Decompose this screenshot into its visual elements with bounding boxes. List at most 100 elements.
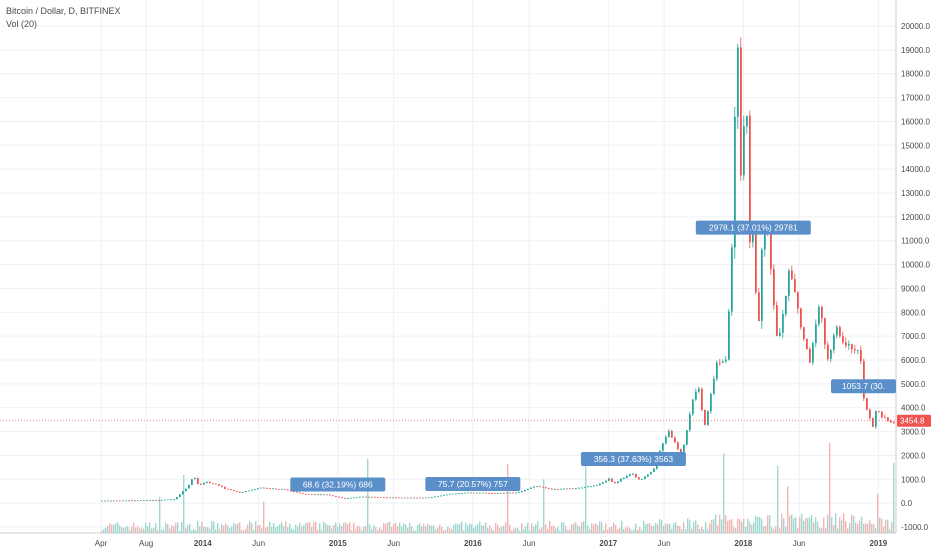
volume-bar [497, 524, 499, 533]
volume-bar [207, 527, 209, 533]
candle-body [464, 492, 466, 494]
volume-bar [259, 524, 261, 533]
candle-body [449, 493, 451, 495]
volume-bar [213, 521, 215, 533]
candle-body [491, 493, 493, 494]
volume-bar [219, 528, 221, 533]
volume-bar [467, 525, 469, 533]
candle-body [881, 411, 883, 418]
candle-body [671, 431, 673, 438]
candle-body [665, 436, 667, 444]
candle-body [434, 496, 436, 498]
volume-bar [483, 525, 485, 533]
candle-body [722, 361, 724, 363]
volume-bar [145, 523, 147, 533]
volume-bar [677, 525, 679, 533]
y-tick-label: 19000.0 [901, 46, 930, 55]
volume-bar [883, 526, 885, 533]
candle-body [731, 247, 733, 312]
candle-body [326, 494, 328, 496]
volume-bar [423, 523, 425, 533]
candle-body [188, 484, 190, 489]
volume-bar [503, 525, 505, 533]
measure-annotation-box[interactable] [425, 477, 521, 492]
volume-bar [413, 530, 415, 533]
volume-bar [839, 517, 841, 533]
symbol-title: Bitcoin / Dollar, D, BITFINEX [6, 6, 121, 16]
volume-bar [179, 530, 181, 533]
volume-bar [837, 528, 839, 533]
candle-body [692, 399, 694, 415]
candle-body [821, 306, 823, 319]
volume-bar [163, 529, 165, 533]
candle-body [719, 362, 721, 364]
volume-bar [421, 526, 423, 533]
volume-bar [873, 524, 875, 533]
volume-bar [269, 521, 271, 533]
volume-bar [551, 526, 553, 533]
volume-bar [101, 530, 103, 533]
volume-bar [331, 528, 333, 533]
volume-bar [697, 524, 699, 533]
candle-body [608, 478, 610, 481]
volume-bar [741, 521, 743, 533]
candle-body [590, 486, 592, 488]
candle-body [788, 270, 790, 296]
measure-annotation-box[interactable] [580, 452, 686, 467]
candle-body [212, 483, 214, 484]
y-tick-label: 0.0 [901, 499, 913, 508]
measure-annotation-box[interactable] [831, 379, 896, 394]
candle-body [284, 489, 286, 490]
candle-body [479, 492, 481, 494]
volume-bar [727, 520, 729, 533]
measure-annotation-box[interactable] [695, 220, 811, 235]
volume-bar [673, 523, 675, 533]
volume-bar [287, 527, 289, 533]
candle-body [572, 488, 574, 490]
candle-body [884, 417, 886, 418]
volume-bar [521, 523, 523, 533]
volume-bar [663, 525, 665, 533]
volume-bar [545, 524, 547, 533]
volume-bar [253, 530, 255, 533]
measure-annotation-label: 68.6 (32.19%) 686 [303, 480, 373, 490]
candle-body [635, 473, 637, 478]
candle-body [548, 488, 550, 489]
volume-bar [575, 522, 577, 533]
volume-bar [271, 526, 273, 533]
candle-body [866, 398, 868, 410]
candle-body [500, 492, 502, 494]
volume-bar [465, 522, 467, 533]
volume-bar [675, 522, 677, 533]
volume-bar [301, 526, 303, 533]
volume-indicator-label: Vol (20) [6, 19, 38, 29]
volume-bar [705, 521, 707, 533]
volume-bar [771, 527, 773, 533]
candle-body [443, 494, 445, 496]
candle-body [641, 478, 643, 480]
volume-bar [323, 521, 325, 533]
candle-body [248, 490, 250, 492]
volume-bar [621, 520, 623, 533]
volume-bar [211, 520, 213, 533]
volume-bar [879, 517, 881, 533]
candle-body [221, 485, 223, 487]
measure-annotation-box[interactable] [290, 477, 386, 492]
volume-bar [543, 479, 545, 533]
candle-body [725, 359, 727, 362]
volume-bar [633, 529, 635, 533]
volume-bar [419, 523, 421, 533]
volume-bar [835, 513, 837, 533]
volume-bar [647, 523, 649, 533]
candle-body [131, 500, 133, 502]
volume-bar [831, 517, 833, 533]
volume-bar [349, 522, 351, 533]
candle-body [578, 487, 580, 489]
volume-bar [569, 529, 571, 533]
volume-bar [731, 519, 733, 533]
candle-body [410, 497, 412, 499]
candle-body [488, 492, 490, 494]
volume-bar [409, 523, 411, 533]
volume-bar [463, 530, 465, 533]
